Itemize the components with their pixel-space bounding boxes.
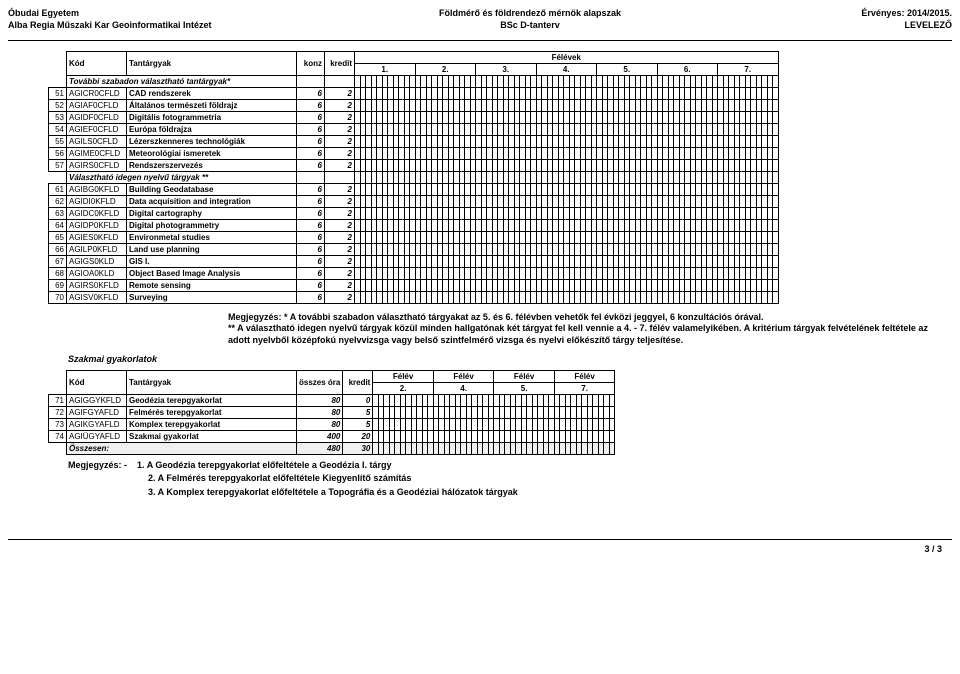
note-2: ** A választható idegen nyelvű tárgyak k…: [228, 323, 928, 344]
header-validity: Érvényes: 2014/2015.: [752, 8, 952, 18]
practice-section-title: Szakmai gyakorlatok: [68, 354, 952, 364]
header-schedule: LEVELEZŐ: [752, 20, 952, 30]
header-faculty: Alba Regia Műszaki Kar Geoinformatikai I…: [8, 20, 308, 30]
header-program: Földmérő és földrendező mérnök alapszak: [308, 8, 752, 18]
header-curriculum: BSc D-tanterv: [308, 20, 752, 30]
note2-1: 1. A Geodézia terepgyakorlat előfeltétel…: [137, 460, 391, 470]
notes-label: Megjegyzés:: [228, 312, 282, 322]
header-rule: [8, 40, 952, 41]
page-number: 3 / 3: [8, 539, 952, 554]
course-table-1: KódTantárgyakkonzkreditFélévek1.2.3.4.5.…: [48, 51, 779, 304]
note2-3: 3. A Komplex terepgyakorlat előfeltétele…: [148, 486, 518, 500]
note2-2: 2. A Felmérés terepgyakorlat előfeltétel…: [148, 472, 411, 486]
note-1: * A további szabadon választható tárgyak…: [284, 312, 764, 322]
practice-table: KódTantárgyakösszes órakreditFélévFélévF…: [48, 370, 615, 455]
notes2-label: Megjegyzés: -: [68, 460, 127, 470]
header-uni: Óbudai Egyetem: [8, 8, 308, 18]
